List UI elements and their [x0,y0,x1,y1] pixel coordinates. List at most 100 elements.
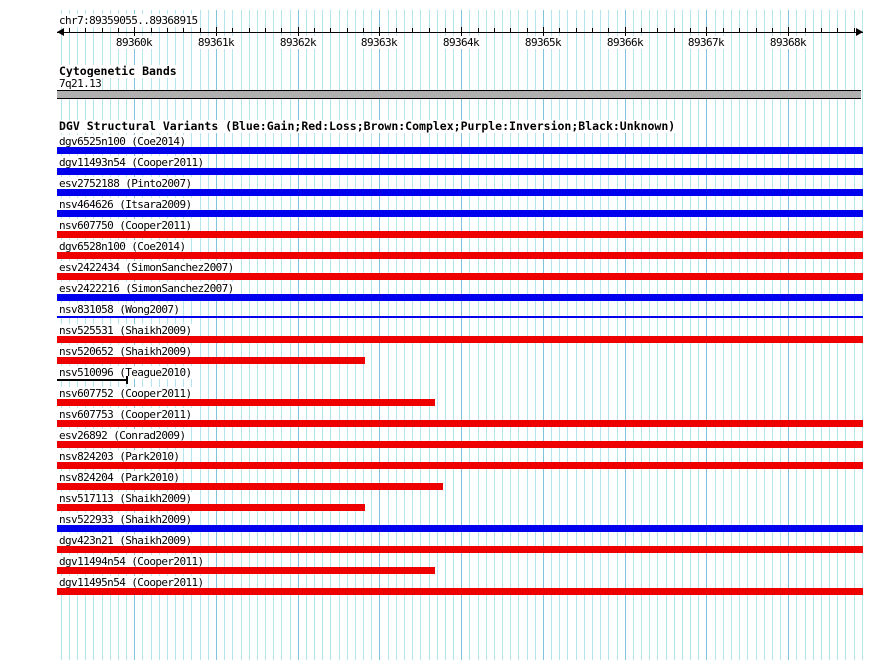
axis-minor-tick [151,28,152,32]
grid-line [739,10,740,660]
variant-bar[interactable] [57,273,863,280]
variant-label: nsv824203 (Park2010) [58,450,181,463]
grid-line [821,10,822,660]
axis-arrow-right-icon [856,28,863,36]
variant-bar[interactable] [57,189,863,196]
variant-bar[interactable] [57,420,863,427]
axis-minor-tick [429,28,430,32]
axis-minor-tick [592,28,593,32]
axis-minor-tick [183,28,184,32]
axis-minor-tick [396,28,397,32]
axis-minor-tick [102,28,103,32]
axis-minor-tick [674,28,675,32]
variant-bar[interactable] [57,546,863,553]
axis-minor-tick [249,28,250,32]
variant-bar[interactable] [57,504,365,511]
cytogenetic-band-label: 7q21.13 [58,77,103,90]
grid-line [551,10,552,660]
variant-label: nsv607753 (Cooper2011) [58,408,193,421]
grid-line [625,10,626,660]
grid-line [412,10,413,660]
axis-minor-tick [527,28,528,32]
axis-tick-label: 89362k [278,36,318,49]
variant-label: nsv831058 (Wong2007) [58,303,181,316]
axis-minor-tick [281,28,282,32]
variant-bar[interactable] [57,168,863,175]
grid-line [339,10,340,660]
variant-bar[interactable] [57,399,436,406]
cytogenetic-bands-title: Cytogenetic Bands [58,64,178,78]
axis-major-tick [625,27,626,36]
cytogenetic-band[interactable] [57,90,861,99]
grid-line [298,10,299,660]
grid-line [494,10,495,660]
variant-bar[interactable] [57,147,863,154]
grid-line [682,10,683,660]
grid-line [347,10,348,660]
variant-label: nsv607750 (Cooper2011) [58,219,193,232]
variant-bar[interactable] [57,567,436,574]
axis-minor-tick [330,28,331,32]
grid-line [216,10,217,660]
variant-line[interactable] [57,316,863,318]
axis-tick-label: 89366k [605,36,645,49]
axis-major-tick [134,27,135,36]
variant-bar[interactable] [57,441,863,448]
axis-minor-tick [837,28,838,32]
axis-major-tick [543,27,544,36]
grid-line [666,10,667,660]
variant-label: esv26892 (Conrad2009) [58,429,187,442]
variant-bar[interactable] [57,483,444,490]
axis-minor-tick [314,28,315,32]
variant-bar[interactable] [57,210,863,217]
grid-line [854,10,855,660]
axis-tick-label: 89367k [686,36,726,49]
axis-major-tick [379,27,380,36]
variant-label: nsv510096 (Teague2010) [58,366,193,379]
axis-minor-tick [494,28,495,32]
grid-line [510,10,511,660]
variant-bar[interactable] [57,588,863,595]
grid-line [788,10,789,660]
grid-line [502,10,503,660]
grid-line [371,10,372,660]
variant-label: nsv607752 (Cooper2011) [58,387,193,400]
grid-line [780,10,781,660]
variant-line[interactable] [57,379,129,381]
variant-label: nsv525531 (Shaikh2009) [58,324,193,337]
axis-arrow-left-icon [57,28,64,36]
grid-line [232,10,233,660]
grid-line [715,10,716,660]
variant-label: nsv464626 (Itsara2009) [58,198,193,211]
grid-line [813,10,814,660]
variant-bar[interactable] [57,357,365,364]
grid-line [224,10,225,660]
variant-line-endcap [126,376,129,384]
axis-minor-tick [69,28,70,32]
variant-bar[interactable] [57,294,863,301]
variant-label: dgv11493n54 (Cooper2011) [58,156,205,169]
variant-bar[interactable] [57,252,863,259]
axis-major-tick [461,27,462,36]
grid-line [731,10,732,660]
grid-line [772,10,773,660]
axis-tick-label: 89368k [768,36,808,49]
axis-major-tick [788,27,789,36]
grid-line [322,10,323,660]
grid-line [355,10,356,660]
axis-minor-tick [576,28,577,32]
variant-bar[interactable] [57,336,863,343]
grid-line [290,10,291,660]
variant-label: dgv6528n100 (Coe2014) [58,240,187,253]
grid-line [453,10,454,660]
axis-minor-tick [641,28,642,32]
variant-bar[interactable] [57,462,863,469]
variant-bar[interactable] [57,525,863,532]
axis-minor-tick [265,28,266,32]
grid-line [649,10,650,660]
grid-line [600,10,601,660]
variant-label: esv2752188 (Pinto2007) [58,177,193,190]
variant-bar[interactable] [57,231,863,238]
grid-line [576,10,577,660]
variant-label: nsv517113 (Shaikh2009) [58,492,193,505]
